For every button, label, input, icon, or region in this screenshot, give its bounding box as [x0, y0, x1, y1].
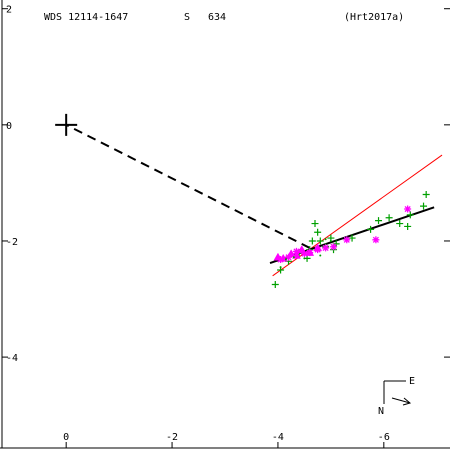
x-tick-label: -4 [272, 432, 284, 443]
catalog-number: 634 [208, 12, 226, 23]
asterisk-point [330, 243, 338, 251]
catalog-code: S [184, 12, 190, 23]
triangle-point [313, 243, 323, 252]
plus-point [420, 202, 428, 210]
plus-point [385, 214, 393, 222]
compass: E N [378, 376, 415, 417]
compass-north-label: N [378, 406, 384, 417]
dot-point [319, 254, 322, 257]
plus-point [422, 191, 430, 199]
asterisk-point [343, 236, 351, 244]
x-tick-label: -2 [166, 432, 178, 443]
fit-lines [65, 123, 443, 277]
plus-point [314, 228, 322, 236]
motion-arrow-shaft [391, 397, 411, 404]
plus-point [367, 225, 375, 233]
reference: (Hrt2017a) [344, 12, 404, 23]
dot-point [324, 238, 327, 241]
y-tick-label: 0 [6, 121, 12, 132]
dot-point [303, 257, 306, 260]
dot-point [292, 256, 295, 259]
tick-group: -6 -4 -2 0 2 0 -2 -4 [2, 5, 450, 448]
asterisk-point [322, 244, 330, 252]
triangle-point [273, 252, 283, 261]
x-tick-label: 0 [63, 432, 69, 443]
primary-star-marker [55, 113, 78, 136]
plus-point [406, 211, 414, 219]
asterisk-point [300, 250, 308, 258]
x-tick-label: -6 [378, 432, 390, 443]
red-thin-line [272, 154, 443, 277]
dot-point [284, 258, 287, 261]
plus-point [311, 220, 319, 228]
plus-point [308, 237, 316, 245]
asterisk-point [372, 236, 380, 244]
primary-star [55, 113, 78, 136]
data-points [271, 191, 430, 289]
dashed-line [65, 123, 311, 249]
triangle-point [297, 245, 307, 253]
triangle-point [286, 249, 296, 257]
plus-point [271, 281, 279, 289]
asterisk-point [404, 205, 412, 213]
y-tick-label: 2 [6, 5, 12, 16]
wds-id: WDS 12114-1647 [44, 12, 128, 23]
plus-point [375, 217, 383, 225]
triangle-point [305, 248, 315, 256]
dot-point [279, 266, 282, 269]
asterisk-point [285, 253, 293, 261]
plus-point [316, 237, 324, 245]
compass-east-label: E [409, 376, 415, 387]
y-tick-label: -4 [6, 353, 18, 364]
motion-arrow-head [402, 397, 412, 406]
plus-point [396, 220, 404, 228]
plus-point [404, 222, 412, 230]
y-tick-label: -2 [6, 237, 18, 248]
plus-point [348, 234, 356, 242]
dot-point [329, 239, 332, 242]
